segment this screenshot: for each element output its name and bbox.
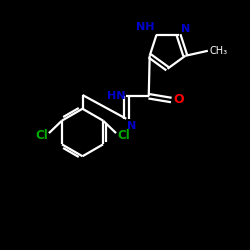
Text: O: O [174, 93, 184, 106]
Text: HN: HN [106, 91, 125, 101]
Text: N: N [128, 121, 137, 131]
Text: NH: NH [136, 22, 154, 32]
Text: Cl: Cl [117, 129, 130, 142]
Text: Cl: Cl [35, 129, 48, 142]
Text: CH₃: CH₃ [210, 46, 228, 56]
Text: N: N [180, 24, 190, 34]
